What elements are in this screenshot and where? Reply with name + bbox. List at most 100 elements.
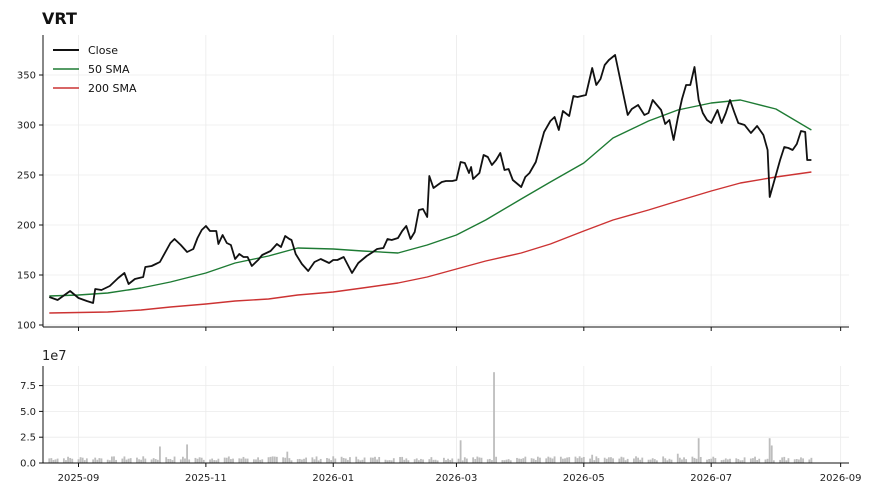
volume-bar — [342, 457, 345, 463]
volume-bar — [633, 458, 635, 463]
volume-bar — [296, 459, 299, 463]
volume-bar — [729, 458, 731, 463]
volume-bar — [618, 458, 621, 463]
volume-bar — [355, 456, 358, 463]
x-tick-label: 2026-03 — [436, 473, 478, 484]
volume-bar — [77, 459, 80, 463]
x-ticks: 2025-09 2025-11 2026-01 2026-03 2026-05 2026-… — [58, 327, 862, 484]
volume-bar — [282, 457, 285, 463]
volume-bar — [495, 456, 498, 463]
x-tick-label: 2026-01 — [312, 473, 354, 484]
volume-bar — [681, 459, 683, 463]
volume-bar — [138, 459, 140, 463]
volume-bar — [536, 456, 539, 463]
volume-bar — [271, 456, 274, 463]
volume-bar — [781, 457, 784, 463]
volume-bar — [430, 457, 433, 463]
volume-bar — [653, 459, 656, 463]
volume-bar — [359, 460, 362, 463]
volume-bar — [52, 459, 55, 463]
volume-bar — [697, 438, 700, 463]
volume-bar — [372, 457, 374, 463]
volume-bar — [726, 459, 729, 463]
price-y-tick-label: 100 — [17, 321, 36, 332]
volume-bar — [290, 460, 293, 463]
volume-bar — [568, 457, 571, 463]
x-tick-label: 2025-09 — [58, 473, 100, 484]
volume-bar — [566, 457, 569, 463]
volume-bar — [810, 457, 813, 463]
volume-bar — [152, 458, 155, 463]
volume-bar — [637, 457, 640, 463]
volume-bar — [94, 457, 97, 463]
volume-bar — [443, 457, 445, 463]
volume-bar — [311, 457, 314, 463]
volume-bar — [240, 458, 243, 463]
legend-label: Close — [88, 44, 118, 57]
volume-bar — [714, 458, 717, 463]
volume-bar — [547, 456, 550, 463]
volume-bar — [83, 460, 86, 463]
volume-bar — [188, 459, 191, 463]
volume-bar — [655, 460, 658, 463]
price-lines — [48, 54, 812, 314]
volume-bar — [169, 458, 172, 463]
volume-bar — [678, 457, 681, 463]
volume-bar — [710, 458, 713, 463]
volume-bar — [622, 457, 625, 463]
volume-bar — [693, 457, 696, 463]
volume-bar — [589, 458, 591, 463]
volume-bar — [159, 446, 161, 463]
volume-bar — [344, 458, 347, 463]
volume-bar — [376, 459, 378, 463]
volume-bar — [676, 453, 679, 463]
volume-bar — [620, 456, 623, 463]
volume-bar — [369, 457, 372, 463]
volume-bar — [668, 458, 671, 463]
series-line-200-sma — [49, 171, 812, 314]
volume-bar — [96, 459, 99, 463]
volume-bar — [607, 457, 610, 463]
volume-bar — [182, 456, 184, 463]
volume-bar — [582, 456, 585, 463]
volume-bar — [532, 458, 535, 463]
volume-bar — [476, 456, 479, 463]
volume-bar — [121, 458, 124, 463]
volume-bar — [666, 460, 669, 463]
volume-bar — [255, 459, 257, 463]
volume-bar — [591, 454, 594, 463]
volume-bar — [457, 458, 460, 463]
volume-bar — [315, 456, 318, 463]
volume-bar — [69, 457, 72, 463]
volume-bar — [436, 460, 439, 463]
volume-bar — [140, 459, 143, 463]
volume-bar — [741, 460, 744, 463]
volume-bar — [407, 460, 410, 463]
volume-bar — [724, 458, 727, 463]
volume-bar — [749, 458, 752, 463]
volume-bar — [79, 457, 82, 463]
price-y-tick-label: 200 — [17, 221, 36, 232]
volume-bar — [610, 457, 612, 463]
volume-bar — [800, 457, 802, 463]
volume-bar — [246, 458, 249, 463]
volume-bar — [488, 458, 491, 463]
volume-bar — [384, 459, 387, 463]
volume-bar — [486, 459, 489, 463]
volume-bar — [417, 460, 420, 463]
volume-bar — [340, 456, 343, 463]
volume-bar — [463, 457, 466, 463]
volume-bar — [545, 458, 548, 463]
price-grid — [43, 35, 849, 327]
volume-bar — [142, 456, 145, 463]
x-tick-label: 2026-07 — [690, 473, 732, 484]
volume-bar — [505, 459, 508, 463]
volume-bar — [413, 459, 416, 463]
volume-bar — [522, 458, 525, 463]
volume-bar — [48, 458, 51, 463]
volume-bar — [722, 459, 725, 463]
volume-bar — [808, 459, 811, 463]
volume-bar — [518, 458, 520, 463]
volume-bar — [227, 456, 230, 463]
volume-bar — [605, 458, 608, 463]
